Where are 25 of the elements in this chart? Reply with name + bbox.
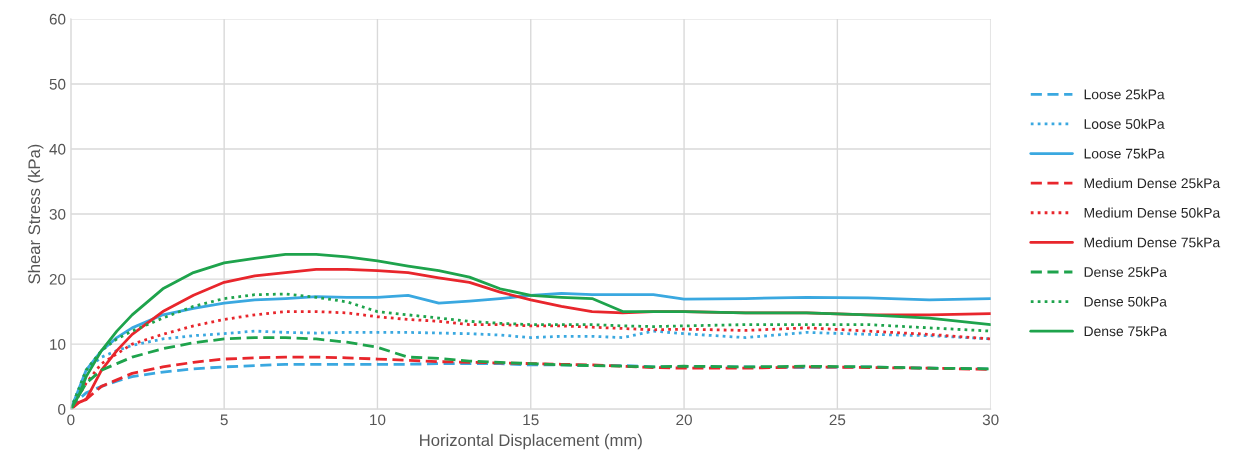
legend-label: Dense 50kPa <box>1084 296 1167 307</box>
legend-label: Medium Dense 25kPa <box>1084 177 1221 189</box>
x-tick-label: 30 <box>982 414 999 426</box>
y-tick-label: 20 <box>49 273 66 285</box>
x-tick-label: 20 <box>676 414 692 426</box>
legend-label: Medium Dense 75kPa <box>1084 237 1221 248</box>
y-tick-label: 50 <box>49 78 66 90</box>
y-tick-label: 10 <box>50 338 66 350</box>
y-tick-label: 60 <box>49 13 66 25</box>
x-tick-label: 10 <box>370 414 386 426</box>
y-tick-label: 30 <box>49 208 66 220</box>
legend-label: Loose 75kPa <box>1084 148 1165 159</box>
y-tick-label: 0 <box>58 404 66 415</box>
x-tick-label: 25 <box>829 414 846 426</box>
x-tick-label: 5 <box>220 414 228 426</box>
legend-label: Medium Dense 50kPa <box>1084 207 1221 218</box>
legend-label: Dense 25kPa <box>1084 266 1167 277</box>
y-axis-title: Shear Stress (kPa) <box>27 144 44 284</box>
legend-label: Loose 50kPa <box>1084 118 1165 129</box>
legend-label: Loose 25kPa <box>1084 89 1165 100</box>
y-tick-label: 40 <box>49 143 66 155</box>
x-axis-title: Horizontal Displacement (mm) <box>420 433 642 450</box>
x-tick-label: 0 <box>67 414 75 426</box>
legend-label: Dense 75kPa <box>1084 326 1167 337</box>
x-tick-label: 15 <box>523 414 539 426</box>
